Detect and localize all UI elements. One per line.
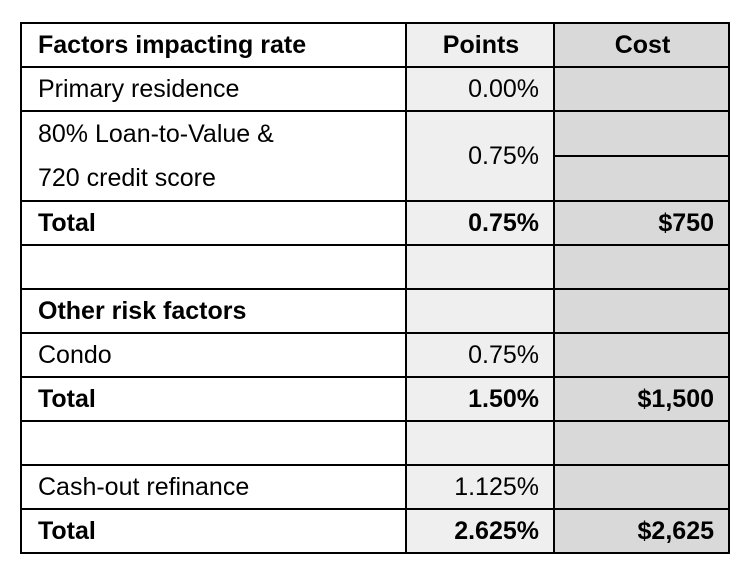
factor-cell: Primary residence bbox=[20, 66, 407, 112]
row: Condo 0.75% bbox=[20, 332, 730, 378]
row: Cash-out refinance 1.125% bbox=[20, 464, 730, 510]
cost-cell bbox=[553, 110, 730, 157]
section-row: Other risk factors bbox=[20, 288, 730, 334]
blank-cell bbox=[553, 420, 730, 466]
cost-cell bbox=[553, 332, 730, 378]
cost-cell bbox=[553, 155, 730, 202]
points-cell: 0.00% bbox=[405, 66, 555, 112]
row: Primary residence 0.00% bbox=[20, 66, 730, 112]
points-cell bbox=[405, 288, 555, 334]
cost-cell bbox=[553, 464, 730, 510]
factor-cell: Total bbox=[20, 376, 407, 422]
blank-cell bbox=[20, 244, 407, 290]
factor-cell: Other risk factors bbox=[20, 288, 407, 334]
cost-cell: $750 bbox=[553, 200, 730, 246]
factor-line: 720 credit score bbox=[38, 164, 216, 192]
total-row: Total 0.75% $750 bbox=[20, 200, 730, 246]
row bbox=[21, 155, 730, 202]
cost-cell: $2,625 bbox=[553, 508, 730, 554]
factor-cell: Total bbox=[20, 200, 407, 246]
factor-cell: Cash-out refinance bbox=[20, 464, 407, 510]
header-row: Factors impacting rate Points Cost bbox=[20, 22, 730, 68]
header-cell: Points bbox=[405, 22, 555, 68]
row: 80% Loan-to-Value & 720 credit score 0.7… bbox=[20, 110, 730, 202]
factor-cell: 80% Loan-to-Value & 720 credit score bbox=[20, 110, 407, 202]
header-cell: Factors impacting rate bbox=[20, 22, 407, 68]
total-row: Total 2.625% $2,625 bbox=[20, 508, 730, 554]
blank-cell bbox=[405, 244, 555, 290]
points-cell: 1.50% bbox=[405, 376, 555, 422]
cost-cell bbox=[553, 288, 730, 334]
cost-cell bbox=[553, 66, 730, 112]
points-cell: 0.75% bbox=[405, 332, 555, 378]
table-container: Factors impacting rate Points Cost Prima… bbox=[20, 22, 730, 554]
header-cell: Cost bbox=[553, 22, 730, 68]
points-cell: 0.75% bbox=[405, 110, 555, 202]
rate-table: Factors impacting rate Points Cost Prima… bbox=[20, 22, 730, 554]
points-cell: 2.625% bbox=[405, 508, 555, 554]
factor-line: 80% Loan-to-Value & bbox=[38, 120, 274, 148]
points-cell: 0.75% bbox=[405, 200, 555, 246]
points-cell: 1.125% bbox=[405, 464, 555, 510]
factor-cell: Total bbox=[20, 508, 407, 554]
blank-row bbox=[20, 244, 730, 290]
blank-row bbox=[20, 420, 730, 466]
total-row: Total 1.50% $1,500 bbox=[20, 376, 730, 422]
blank-cell bbox=[553, 244, 730, 290]
blank-cell bbox=[20, 420, 407, 466]
factor-cell: Condo bbox=[20, 332, 407, 378]
cost-cell: $1,500 bbox=[553, 376, 730, 422]
blank-cell bbox=[405, 420, 555, 466]
